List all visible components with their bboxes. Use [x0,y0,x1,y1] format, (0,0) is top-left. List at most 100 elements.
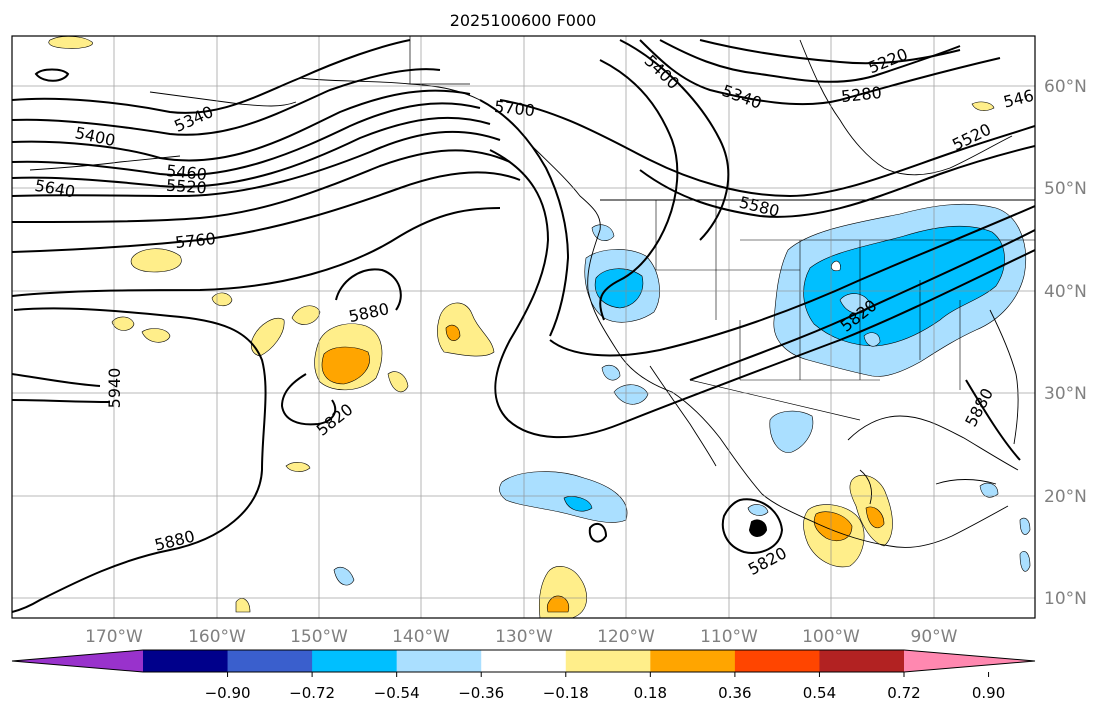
anomaly-negative-area [601,364,621,381]
map-area: 5340 5400 5460 5520 5640 5760 5700 5400 … [12,36,1035,618]
coastline [799,39,1013,176]
longitude-label: 90°W [911,627,958,647]
height-contour [549,205,1035,357]
coastline [649,365,717,467]
coastline [989,309,1019,445]
longitude-label: 120°W [597,627,655,647]
anomaly-negative-area [563,496,593,512]
map-frame [11,35,1036,619]
height-contour [689,229,1035,381]
colorbar-segment [143,650,229,672]
longitude-label: 140°W [392,627,450,647]
anomaly-positive-area [291,305,321,325]
anomaly-positive-area [321,346,370,385]
colorbar: −0.90 −0.72 −0.54 −0.36 −0.18 0.18 0.36 0.54 0.7… [11,649,1036,702]
colorbar-tick-label: −0.72 [289,684,335,702]
height-contour [12,373,101,387]
anomaly-negative-area [1019,517,1031,535]
contour-label: 5460 [165,161,207,184]
colorbar-tick-label: −0.90 [205,684,251,702]
anomaly-negative-area [831,260,841,272]
anomaly-negative-area [613,384,649,405]
anomaly-negative-area [769,410,814,453]
anomaly-negative-area [333,567,355,586]
height-contour [619,39,730,241]
height-contour [12,399,111,403]
colorbar-segment [227,650,313,672]
height-contour [489,149,1035,439]
height-contour [499,99,1035,198]
anomaly-positive-area [387,371,409,393]
height-contour [280,373,337,426]
anomaly-positive-area [546,595,570,613]
anomaly-positive-area [235,598,251,613]
colorbar-segment [819,650,905,672]
anomaly-positive-area [250,318,285,357]
anomaly-fill-layer [48,36,1031,618]
height-contour [12,207,501,297]
colorbar-min-extension [12,650,143,672]
height-contour [599,59,679,321]
colorbar-segment [565,650,651,672]
colorbar-tick-label: −0.18 [543,684,589,702]
colorbar-max-extension [904,650,1035,672]
latitude-label: 10°N [1044,589,1087,609]
height-contour [12,307,267,613]
contour-label: 5280 [840,83,882,106]
latitude-labels: 10°N 20°N 30°N 40°N 50°N 60°N [1044,77,1087,609]
longitude-label: 160°W [188,627,246,647]
longitude-label: 130°W [495,627,553,647]
latitude-label: 50°N [1044,179,1087,199]
colorbar-segment [650,650,736,672]
colorbar-tick-label: 0.54 [803,684,836,702]
latitude-label: 40°N [1044,282,1087,302]
height-contour [659,39,961,83]
height-contour [12,102,481,177]
height-contour [721,498,784,554]
latitude-label: 20°N [1044,487,1087,507]
latitude-label: 60°N [1044,77,1087,97]
anomaly-positive-area [971,101,995,111]
anomaly-positive-area [111,316,135,331]
contour-label: 5760 [174,229,216,252]
anomaly-negative-area [979,482,999,498]
anomaly-positive-area [130,248,182,273]
state-border [655,200,1035,390]
height-contour [965,379,1021,461]
height-contour [639,145,1035,218]
anomaly-negative-area [839,293,871,314]
anomaly-negative-area [1019,551,1031,572]
height-contour [748,519,768,537]
map-title: 2025100600 F000 [450,11,597,30]
colorbar-tick-label: 0.18 [634,684,667,702]
anomaly-positive-area [865,506,885,529]
contour-label: 5940 [105,368,124,409]
height-contour [12,89,471,162]
colorbar-segment [481,650,567,672]
longitude-labels: 170°W 160°W 150°W 140°W 130°W 120°W 110°W 100°W… [85,627,958,647]
coastline [847,415,1019,471]
anomaly-positive-area [141,328,171,343]
anomaly-negative-area [747,504,769,516]
height-contour [12,171,521,253]
longitude-label: 110°W [700,627,758,647]
height-contour [699,39,961,65]
longitude-label: 150°W [290,627,348,647]
anomaly-positive-area [285,462,311,472]
height-contour [12,39,411,114]
height-contour [12,149,511,223]
height-contour [588,522,608,543]
height-contour [34,68,70,82]
contour-label: 5700 [493,97,535,120]
colorbar-outline [11,649,1036,673]
height-contour [639,39,1001,106]
anomaly-negative-area [499,471,628,523]
anomaly-positive-area [813,511,853,541]
height-contour [12,116,491,188]
height-contour [479,99,570,337]
colorbar-tick-label: 0.72 [887,684,920,702]
colorbar-segment [396,650,482,672]
colorbar-segment [734,650,820,672]
anomaly-negative-area [803,225,1005,347]
